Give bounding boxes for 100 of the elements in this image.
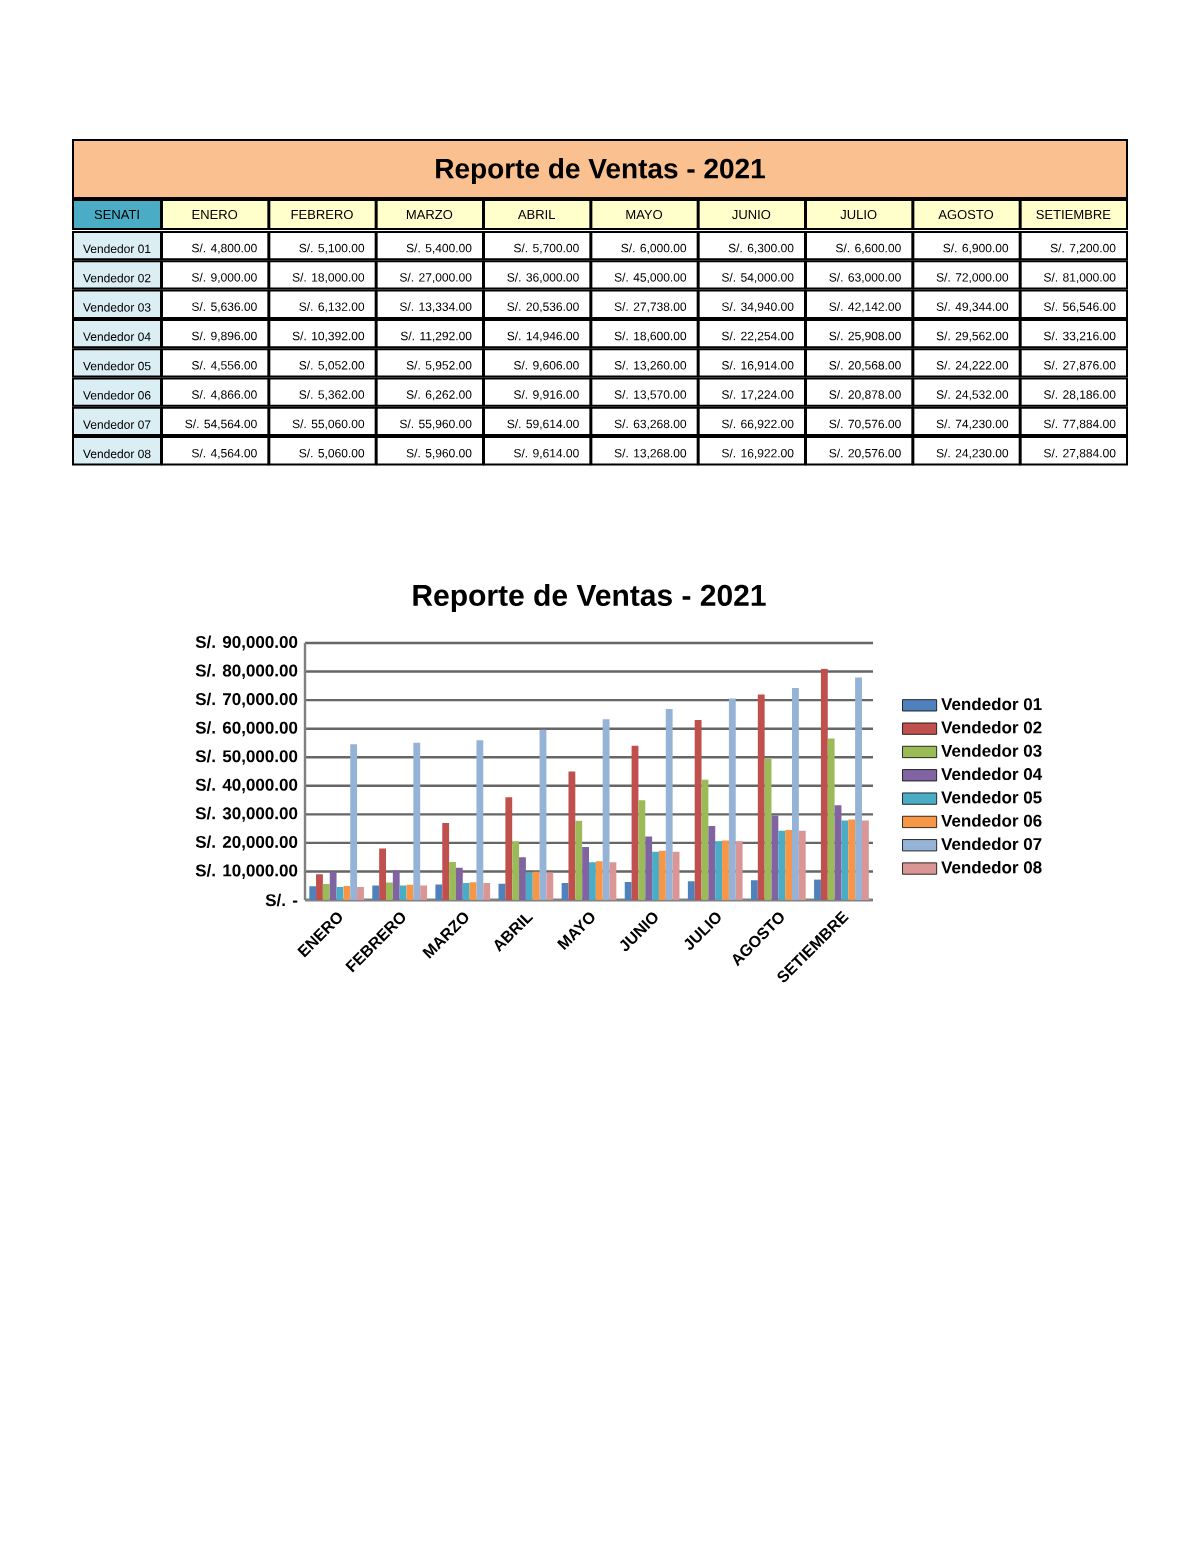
- y-tick-label: S/. 40,000.00: [195, 778, 298, 794]
- text: Vendedor 01: [83, 244, 151, 254]
- text: S/. 5,100.00: [299, 243, 365, 254]
- y-tick-label: S/. -: [265, 893, 298, 907]
- text: S/. 6,132.00: [299, 302, 365, 313]
- text: S/. 24,532.00: [936, 390, 1009, 401]
- text: S/. 56,546.00: [1043, 302, 1116, 313]
- text: S/. 20,576.00: [829, 448, 901, 459]
- text: S/. 5,636.00: [191, 302, 257, 313]
- text: S/. 20,878.00: [829, 390, 901, 401]
- text: S/. 9,000.00: [191, 272, 257, 284]
- text: S/. 4,564.00: [191, 448, 257, 459]
- y-tick-label: S/. 90,000.00: [195, 635, 298, 651]
- legend-label: Vendedor 03: [941, 744, 1042, 757]
- text: S/. 59,614.00: [507, 419, 579, 430]
- text: S/. 4,556.00: [191, 360, 257, 371]
- text: S/. 16,914.00: [721, 360, 794, 371]
- text: S/. 28,186.00: [1043, 390, 1116, 401]
- category-label: MARZO: [406, 209, 453, 220]
- text: S/. 5,060.00: [299, 448, 365, 459]
- text: S/. 74,230.00: [936, 419, 1009, 430]
- text: S/. 45,000.00: [614, 272, 687, 284]
- text: S/. 17,224.00: [721, 390, 794, 401]
- text: S/. 42,142.00: [829, 302, 901, 313]
- legend-label: Vendedor 04: [941, 767, 1043, 781]
- text: S/. 18,600.00: [614, 331, 687, 342]
- text: S/. 13,334.00: [399, 302, 472, 313]
- text: S/. 27,000.00: [399, 272, 472, 284]
- text: S/. 9,896.00: [191, 331, 257, 342]
- text: S/. 11,292.00: [400, 331, 472, 342]
- legend-label: Vendedor 05: [941, 790, 1042, 804]
- category-label: MAYO: [626, 209, 663, 220]
- text: S/. 6,900.00: [943, 243, 1009, 254]
- y-tick-label: S/. 20,000.00: [195, 835, 298, 851]
- category-label: ENERO: [192, 209, 238, 220]
- category-label: SETIEMBRE: [1036, 209, 1111, 220]
- text: S/. 5,362.00: [299, 390, 365, 401]
- text: S/. 27,876.00: [1043, 360, 1116, 371]
- text: S/. 34,940.00: [721, 302, 794, 313]
- text: S/. 24,230.00: [936, 448, 1009, 459]
- text: S/. 5,700.00: [513, 243, 579, 254]
- category-label: ABRIL: [517, 210, 556, 219]
- text: S/. 5,952.00: [406, 360, 472, 371]
- text: Vendedor 08: [83, 449, 151, 459]
- text: S/. 7,200.00: [1050, 243, 1116, 254]
- text: S/. 54,564.00: [185, 419, 257, 430]
- text: S/. 14,946.00: [507, 331, 579, 342]
- legend-label: Vendedor 08: [941, 860, 1042, 874]
- text: Vendedor 05: [83, 361, 151, 371]
- text: S/. 9,606.00: [513, 360, 579, 371]
- y-tick-label: S/. 30,000.00: [195, 806, 298, 822]
- text: S/. 33,216.00: [1043, 331, 1116, 342]
- text: S/. 49,344.00: [936, 302, 1009, 313]
- text: S/. 13,268.00: [614, 448, 687, 459]
- legend-label: Vendedor 02: [941, 720, 1042, 734]
- legend-label: Vendedor 01: [941, 697, 1042, 711]
- text: S/. 6,600.00: [835, 243, 901, 254]
- category-label: JUNIO: [732, 209, 771, 220]
- y-tick-label: S/. 60,000.00: [195, 721, 298, 737]
- text: S/. 6,300.00: [728, 243, 794, 254]
- text: S/. 16,922.00: [721, 448, 794, 459]
- y-tick-label: S/. 50,000.00: [195, 749, 298, 765]
- text: S/. 10,392.00: [292, 331, 365, 342]
- text: Vendedor 06: [83, 390, 151, 400]
- text: S/. 54,000.00: [721, 272, 794, 284]
- text: S/. 55,960.00: [399, 419, 472, 430]
- y-tick-label: S/. 80,000.00: [195, 664, 298, 680]
- category-label: AGOSTO: [938, 209, 994, 220]
- text: Reporte de Ventas - 2021: [436, 157, 765, 185]
- text: S/. 29,562.00: [936, 331, 1009, 342]
- y-tick-label: S/. 70,000.00: [195, 692, 298, 708]
- text: S/. 81,000.00: [1043, 272, 1116, 284]
- text: SENATI: [94, 209, 139, 220]
- legend-label: Vendedor 07: [941, 837, 1042, 851]
- text: S/. 24,222.00: [936, 360, 1009, 371]
- text: S/. 13,260.00: [614, 360, 687, 371]
- text: S/. 9,916.00: [513, 390, 579, 401]
- category-label: FEBRERO: [291, 209, 353, 220]
- text: Vendedor 03: [83, 302, 151, 312]
- legend-label: Vendedor 06: [941, 814, 1042, 827]
- text: S/. 25,908.00: [829, 331, 901, 342]
- text: S/. 9,614.00: [513, 448, 579, 459]
- text: S/. 63,000.00: [829, 272, 901, 284]
- text: Vendedor 02: [83, 273, 151, 283]
- text: S/. 70,576.00: [829, 419, 901, 430]
- text: S/. 27,884.00: [1043, 448, 1116, 459]
- text: S/. 5,400.00: [406, 243, 472, 254]
- text: S/. 4,800.00: [191, 243, 257, 254]
- text: S/. 72,000.00: [936, 272, 1009, 284]
- text: S/. 5,960.00: [406, 448, 472, 459]
- text: Vendedor 07: [83, 420, 151, 429]
- text: S/. 6,262.00: [406, 390, 472, 401]
- y-tick-label: S/. 10,000.00: [195, 863, 298, 879]
- text: S/. 77,884.00: [1043, 419, 1116, 430]
- text: S/. 4,866.00: [191, 390, 257, 401]
- text: S/. 13,570.00: [614, 390, 687, 401]
- text: S/. 20,536.00: [507, 302, 579, 313]
- text: S/. 6,000.00: [621, 243, 687, 254]
- text: S/. 27,738.00: [614, 302, 687, 313]
- text: S/. 66,922.00: [721, 419, 794, 430]
